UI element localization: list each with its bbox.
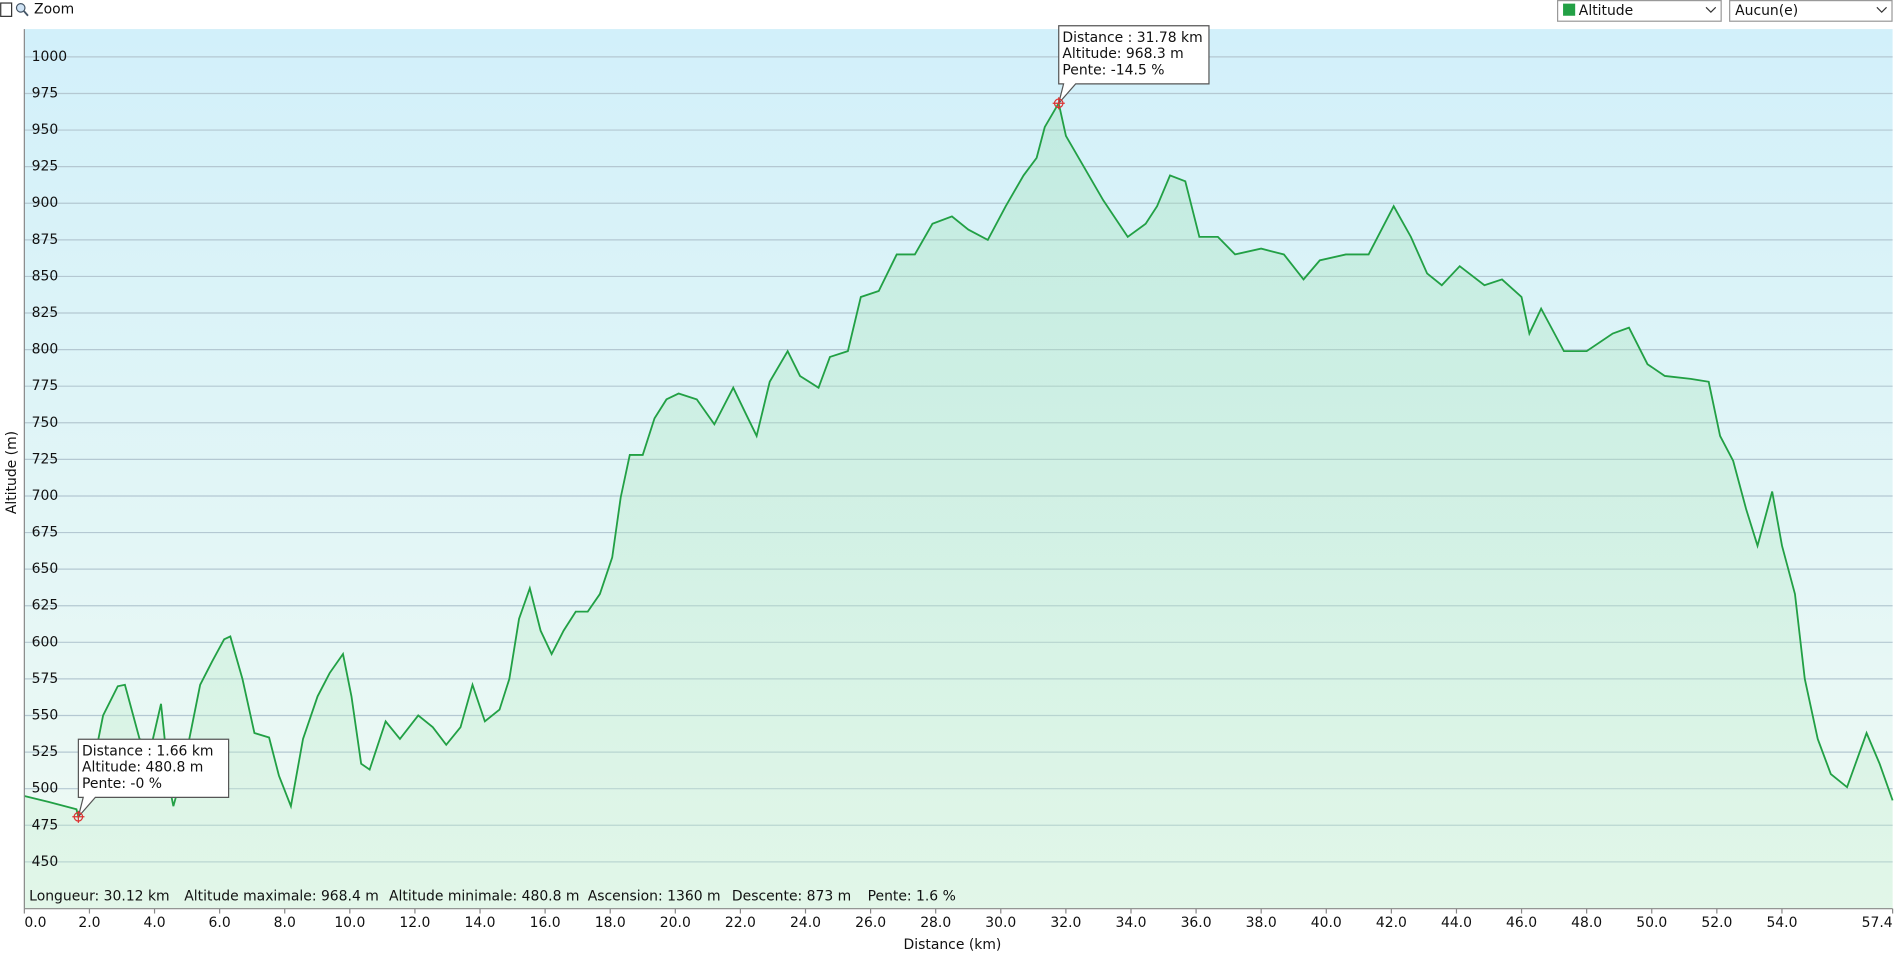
stat-text: Pente: 1.6 %	[868, 889, 956, 905]
x-tick-label: 8.0	[274, 915, 296, 931]
y-tick-label: 500	[32, 781, 59, 797]
x-tick-label: 4.0	[143, 915, 165, 931]
area-fill	[24, 103, 1893, 909]
y-tick-label: 725	[32, 451, 59, 467]
point-marker-cross	[1052, 97, 1065, 110]
tooltip-text: Altitude: 968.3 m	[1062, 46, 1183, 62]
tooltip-box	[1058, 25, 1210, 104]
x-tick-label: 6.0	[209, 915, 231, 931]
x-tick-label: 57.4	[1862, 915, 1893, 931]
x-tick-label: 12.0	[399, 915, 430, 931]
x-tick-label: 48.0	[1571, 915, 1602, 931]
x-tick-label: 44.0	[1441, 915, 1472, 931]
y-tick-label: 950	[32, 122, 59, 138]
x-tick-label: 2.0	[78, 915, 100, 931]
tooltip-text: Distance : 1.66 km	[82, 743, 213, 759]
x-tick-label: 16.0	[530, 915, 561, 931]
y-tick-label: 525	[32, 744, 59, 760]
y-tick-label: 650	[32, 561, 59, 577]
x-tick-label: 40.0	[1311, 915, 1342, 931]
zoom-checkbox[interactable]	[0, 2, 13, 17]
series-select[interactable]	[1557, 0, 1722, 22]
x-tick-label: 34.0	[1115, 915, 1146, 931]
x-tick-label: 38.0	[1246, 915, 1277, 931]
x-tick-label: 42.0	[1376, 915, 1407, 931]
y-tick-label: 625	[32, 598, 59, 614]
point-marker-cross	[72, 810, 85, 823]
y-tick-label: 450	[32, 854, 59, 870]
y-tick-label: 800	[32, 342, 59, 358]
x-tick-label: 22.0	[725, 915, 756, 931]
x-tick-label: 14.0	[465, 915, 496, 931]
tooltip-text: Pente: -0 %	[82, 776, 162, 792]
second-select[interactable]	[1729, 0, 1893, 22]
y-tick-label: 875	[32, 232, 59, 248]
x-tick-label: 54.0	[1766, 915, 1797, 931]
series-swatch	[1563, 3, 1576, 16]
y-tick-label: 825	[32, 305, 59, 321]
x-tick-label: 24.0	[790, 915, 821, 931]
x-axis-label: Distance (km)	[904, 937, 1002, 953]
x-tick-label: 30.0	[985, 915, 1016, 931]
x-tick-label: 28.0	[920, 915, 951, 931]
y-tick-label: 550	[32, 707, 59, 723]
y-tick-label: 750	[32, 415, 59, 431]
dropdown-arrow	[1705, 6, 1717, 13]
zoom-icon	[15, 3, 26, 13]
x-tick-label: 26.0	[855, 915, 886, 931]
y-tick-label: 775	[32, 378, 59, 394]
y-tick-label: 850	[32, 268, 59, 284]
x-tick-label: 50.0	[1636, 915, 1667, 931]
tooltip-text: Pente: -14.5 %	[1062, 63, 1164, 79]
y-tick-label: 975	[32, 85, 59, 101]
zoom-label: Zoom	[34, 2, 74, 18]
stat-text: Altitude maximale: 968.4 m	[184, 889, 379, 905]
y-tick-label: 1000	[32, 49, 67, 65]
stat-text: Descente: 873 m	[732, 889, 851, 905]
zoom-icon-handle	[23, 10, 29, 17]
tooltip-text: Altitude: 480.8 m	[82, 760, 203, 776]
x-tick-label: 36.0	[1181, 915, 1212, 931]
y-tick-label: 575	[32, 671, 59, 687]
altitude-line	[24, 100, 1894, 821]
x-tick-label: 52.0	[1701, 915, 1732, 931]
y-tick-label: 600	[32, 634, 59, 650]
x-tick-label: 32.0	[1050, 915, 1081, 931]
tooltip-box	[77, 738, 230, 818]
x-tick-label: 18.0	[595, 915, 626, 931]
x-tick-label: 46.0	[1506, 915, 1537, 931]
y-tick-label: 925	[32, 159, 59, 175]
y-tick-label: 475	[32, 817, 59, 833]
x-tick-label: 10.0	[334, 915, 365, 931]
y-tick-label: 675	[32, 525, 59, 541]
series-select-text: Altitude	[1579, 3, 1633, 19]
tooltip-text: Distance : 31.78 km	[1062, 30, 1202, 46]
x-tick-label: 20.0	[660, 915, 691, 931]
stat-text: Longueur: 30.12 km	[29, 889, 169, 905]
dropdown-arrow	[1876, 6, 1887, 13]
second-select-text: Aucun(e)	[1735, 3, 1798, 19]
x-tick-label: 0.0	[24, 915, 46, 931]
y-tick-label: 700	[32, 488, 59, 504]
y-axis-label: Altitude (m)	[4, 431, 20, 514]
stat-text: Ascension: 1360 m	[588, 889, 721, 905]
stat-text: Altitude minimale: 480.8 m	[389, 889, 579, 905]
y-tick-label: 900	[32, 195, 59, 211]
